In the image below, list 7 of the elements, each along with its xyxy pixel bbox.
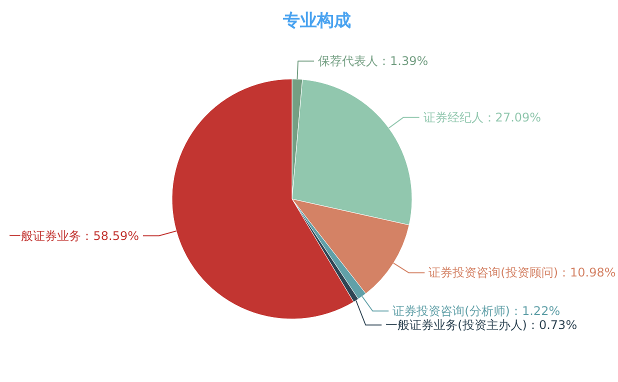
slice-label: 证券投资咨询(分析师)：1.22%: [392, 304, 560, 318]
slice-label: 一般证券业务：58.59%: [9, 228, 139, 243]
slice-label: 保荐代表人：1.39%: [318, 54, 428, 68]
slice-label: 证券经纪人：27.09%: [423, 110, 542, 124]
slice-label: 证券投资咨询(投资顾问)：10.98%: [428, 266, 616, 280]
chart-title: 专业构成: [282, 11, 351, 31]
slice-label: 一般证券业务(投资主办人)：0.73%: [386, 318, 578, 332]
